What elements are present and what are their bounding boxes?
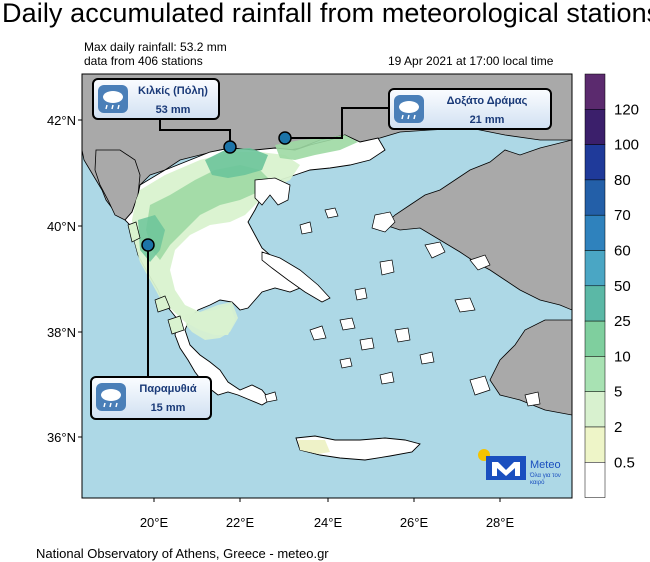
colorbar-segment	[584, 356, 606, 392]
euboea-island	[261, 251, 331, 303]
station-name: Κιλκίς (Πόλη)	[138, 85, 208, 97]
colorbar-label: 60	[614, 243, 631, 260]
latitude-tick-label: 40°N	[47, 219, 76, 234]
logo-tagline: Όλα για τον καιρό	[530, 473, 561, 486]
chalkidiki	[254, 177, 291, 206]
longitude-tick-label: 20°E	[140, 515, 169, 530]
colorbar-segment	[584, 109, 606, 145]
colorbar-segment	[584, 320, 606, 357]
timestamp: 19 Apr 2021 at 17:00 local time	[388, 54, 554, 68]
station-marker-doxato[interactable]	[278, 131, 292, 145]
latitude-tick-label: 36°N	[47, 430, 76, 445]
station-marker-paramythia[interactable]	[141, 238, 155, 252]
station-callout-kilkis[interactable]: Κιλκίς (Πόλη) 53 mm	[92, 78, 220, 120]
station-name: Δοξάτο Δράμας	[446, 95, 528, 107]
rain-area-mid	[146, 165, 270, 260]
colorbar-label: 80	[614, 172, 631, 189]
colorbar-segment	[584, 144, 606, 181]
colorbar-label: 70	[614, 207, 631, 224]
colorbar-segment	[584, 391, 606, 428]
colorbar-label: 2	[614, 419, 622, 436]
crete-island	[295, 435, 421, 461]
station-callout-paramythia[interactable]: Παραμυθιά 15 mm	[90, 376, 212, 420]
colorbar-segment	[584, 73, 606, 110]
latitude-tick-label: 42°N	[47, 113, 76, 128]
station-value: 21 mm	[469, 114, 505, 126]
longitude-tick-label: 24°E	[314, 515, 343, 530]
longitude-tick-label: 22°E	[226, 515, 255, 530]
footer-credit: National Observatory of Athens, Greece -…	[36, 546, 329, 561]
crete-rain	[298, 440, 330, 454]
colorbar-segment	[584, 250, 606, 287]
page-title: Daily accumulated rainfall from meteorol…	[2, 0, 650, 28]
colorbar-label: 10	[614, 348, 631, 365]
colorbar-label: 5	[614, 384, 622, 401]
rain-area-peloponnese	[185, 302, 238, 340]
max-rainfall-text: Max daily rainfall: 53.2 mm	[84, 40, 227, 54]
colorbar-segment	[584, 285, 606, 322]
map-frame	[81, 73, 573, 499]
longitude-axis: 20°E 22°E 24°E 26°E 28°E	[140, 498, 515, 530]
rain-area-heavy	[205, 148, 268, 178]
colorbar-segment	[584, 214, 606, 251]
rain-cloud-icon	[394, 95, 424, 123]
latitude-axis: 42°N 40°N 38°N 36°N	[47, 113, 82, 445]
colorbar-segment	[584, 426, 606, 463]
station-leaders	[147, 107, 388, 378]
colorbar: 120 100 80 70 60 50 25 10 5 2 0.5	[584, 73, 639, 498]
colorbar-label: 0.5	[614, 454, 635, 471]
turkey-coast	[489, 319, 572, 416]
info-block: Max daily rainfall: 53.2 mm data from 40…	[84, 40, 227, 68]
aegean-islands	[264, 207, 541, 407]
ionian-islands	[127, 221, 185, 335]
colorbar-segment	[584, 462, 606, 498]
longitude-tick-label: 26°E	[400, 515, 429, 530]
meteo-logo	[478, 449, 526, 480]
longitude-tick-label: 28°E	[486, 515, 515, 530]
rain-area-northeast	[275, 135, 358, 160]
colorbar-label: 25	[614, 313, 631, 330]
station-marker-kilkis[interactable]	[223, 140, 237, 154]
rain-cloud-icon	[96, 383, 126, 411]
logo-name: Meteo	[530, 459, 561, 471]
station-value: 15 mm	[150, 402, 186, 414]
rain-cloud-icon	[98, 85, 128, 113]
colorbar-label: 50	[614, 278, 631, 295]
colorbar-label: 120	[614, 101, 639, 118]
station-name: Παραμυθιά	[139, 383, 197, 395]
colorbar-segment	[584, 179, 606, 216]
station-count-text: data from 406 stations	[84, 54, 203, 68]
station-value: 53 mm	[155, 104, 191, 116]
station-callout-doxato[interactable]: Δοξάτο Δράμας 21 mm	[388, 88, 552, 130]
colorbar-label: 100	[614, 137, 639, 154]
latitude-tick-label: 38°N	[47, 325, 76, 340]
turkey-land	[384, 139, 572, 311]
